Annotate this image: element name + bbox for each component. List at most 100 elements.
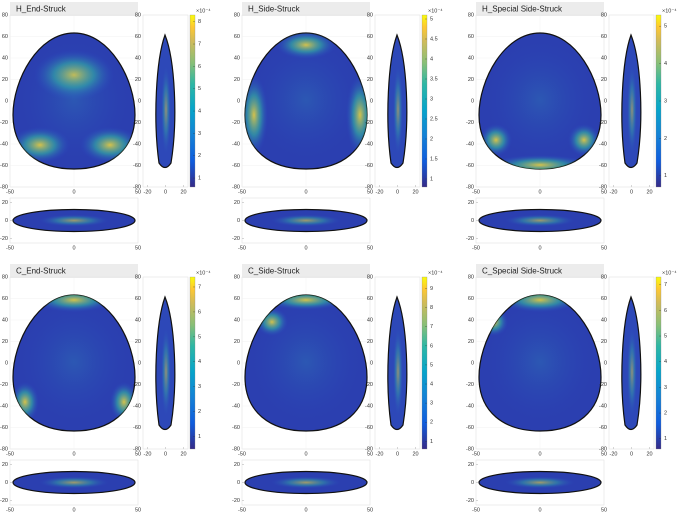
y-tick-label: 80 bbox=[468, 274, 474, 280]
hotspot bbox=[39, 214, 109, 227]
y-tick-label: -60 bbox=[599, 163, 607, 169]
y-tick-label: 0 bbox=[5, 98, 8, 104]
colorbar-tick-label: 5 bbox=[430, 16, 433, 22]
panel-title: H_End-Struck bbox=[16, 5, 67, 14]
colorbar-tick-label: 2 bbox=[198, 409, 201, 415]
x-tick-label: 0 bbox=[538, 189, 541, 195]
y-tick-label: -80 bbox=[133, 184, 141, 190]
y-tick-label: 40 bbox=[2, 317, 8, 323]
y-tick-label: -60 bbox=[0, 163, 8, 169]
y-tick-label: 60 bbox=[135, 296, 141, 302]
x-tick-label: 20 bbox=[412, 189, 418, 195]
y-tick-label: 20 bbox=[468, 339, 474, 345]
x-tick-label: -50 bbox=[6, 245, 14, 251]
colorbar bbox=[189, 14, 196, 188]
y-tick-label: -40 bbox=[466, 141, 474, 147]
y-tick-label: 20 bbox=[234, 200, 240, 206]
y-tick-label: -40 bbox=[365, 141, 373, 147]
y-tick-label: -80 bbox=[133, 446, 141, 452]
title-box bbox=[476, 264, 604, 278]
y-tick-label: -60 bbox=[365, 163, 373, 169]
y-tick-label: 20 bbox=[234, 77, 240, 83]
colorbar-exponent: ×10⁻⁴ bbox=[662, 7, 677, 14]
x-tick-label: 20 bbox=[646, 451, 652, 457]
x-tick-label: -20 bbox=[144, 189, 152, 195]
hotspots bbox=[245, 33, 367, 160]
hotspot bbox=[490, 155, 590, 169]
y-tick-label: -20 bbox=[0, 498, 8, 504]
x-tick-label: 50 bbox=[135, 245, 141, 251]
y-tick-label: 0 bbox=[604, 360, 607, 366]
colorbar-tick-label: 1 bbox=[198, 434, 201, 440]
y-tick-label: 60 bbox=[2, 296, 8, 302]
y-tick-label: -20 bbox=[232, 236, 240, 242]
colorbar-tick-label: 3 bbox=[430, 96, 433, 102]
y-tick-label: 0 bbox=[138, 360, 141, 366]
hotspot bbox=[251, 302, 361, 422]
y-tick-label: 80 bbox=[2, 274, 8, 280]
y-tick-label: 20 bbox=[468, 462, 474, 468]
y-tick-label: -60 bbox=[466, 425, 474, 431]
title-box bbox=[476, 2, 604, 16]
colorbar-tick-label: 4 bbox=[664, 61, 667, 67]
y-tick-label: -80 bbox=[599, 184, 607, 190]
panel-title: C_Side-Struck bbox=[248, 267, 301, 276]
x-tick-label: -20 bbox=[610, 451, 618, 457]
y-tick-label: 20 bbox=[2, 339, 8, 345]
panel: C_Special Side-Struck806040200-20-40-60-… bbox=[466, 264, 677, 513]
y-tick-label: -80 bbox=[0, 184, 8, 190]
hotspot bbox=[34, 295, 114, 312]
y-tick-label: -20 bbox=[466, 236, 474, 242]
y-tick-label: -80 bbox=[232, 184, 240, 190]
y-tick-label: -20 bbox=[599, 382, 607, 388]
y-tick-label: 0 bbox=[471, 480, 474, 486]
x-tick-label: 0 bbox=[304, 507, 307, 513]
y-tick-label: 20 bbox=[234, 462, 240, 468]
y-tick-label: 0 bbox=[237, 98, 240, 104]
hotspot bbox=[393, 65, 403, 155]
x-tick-label: 0 bbox=[304, 189, 307, 195]
y-tick-label: -40 bbox=[0, 141, 8, 147]
panel-title: H_Special Side-Struck bbox=[482, 5, 563, 14]
x-tick-label: 50 bbox=[367, 189, 373, 195]
colorbar-tick-label: 1 bbox=[430, 439, 433, 445]
y-tick-label: 20 bbox=[601, 339, 607, 345]
x-tick-label: -20 bbox=[144, 451, 152, 457]
hotspot bbox=[485, 302, 595, 422]
colorbar-tick-label: 1 bbox=[664, 173, 667, 179]
colorbar-tick-label: 6 bbox=[198, 309, 201, 315]
y-tick-label: 40 bbox=[367, 55, 373, 61]
x-tick-label: -50 bbox=[238, 451, 246, 457]
hotspots bbox=[251, 295, 361, 422]
x-tick-label: 50 bbox=[367, 245, 373, 251]
colorbar-tick-label: 1.5 bbox=[430, 156, 438, 162]
y-tick-label: 40 bbox=[2, 55, 8, 61]
hotspot bbox=[271, 214, 341, 227]
y-tick-label: 80 bbox=[2, 12, 8, 18]
y-tick-label: -20 bbox=[599, 120, 607, 126]
x-tick-label: 0 bbox=[538, 451, 541, 457]
x-tick-label: 20 bbox=[180, 451, 186, 457]
colorbar-tick-label: 4 bbox=[198, 109, 201, 115]
y-tick-label: -40 bbox=[133, 403, 141, 409]
y-tick-label: 0 bbox=[138, 98, 141, 104]
x-tick-label: 50 bbox=[135, 451, 141, 457]
x-tick-label: -20 bbox=[610, 189, 618, 195]
colorbar-tick-label: 4.5 bbox=[430, 36, 438, 42]
x-tick-label: 0 bbox=[538, 507, 541, 513]
colorbar bbox=[421, 276, 428, 450]
colorbar-exponent: ×10⁻⁴ bbox=[428, 7, 443, 14]
y-tick-label: -80 bbox=[599, 446, 607, 452]
colorbar-tick-label: 6 bbox=[430, 343, 433, 349]
x-tick-label: 0 bbox=[72, 245, 75, 251]
x-tick-label: 0 bbox=[396, 189, 399, 195]
colorbar-exponent: ×10⁻⁴ bbox=[428, 269, 443, 276]
colorbar-tick-label: 8 bbox=[430, 305, 433, 311]
colorbar-tick-label: 7 bbox=[664, 282, 667, 288]
y-tick-label: 20 bbox=[2, 200, 8, 206]
x-tick-label: 0 bbox=[304, 245, 307, 251]
x-tick-label: 20 bbox=[646, 189, 652, 195]
y-tick-label: -20 bbox=[232, 382, 240, 388]
